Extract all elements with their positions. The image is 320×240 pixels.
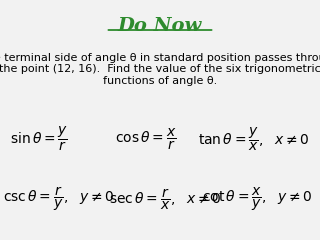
Text: Do Now: Do Now	[118, 17, 202, 35]
Text: $\sec\theta = \dfrac{r}{x},\ \ x \neq 0$: $\sec\theta = \dfrac{r}{x},\ \ x \neq 0$	[109, 186, 221, 212]
Text: $\cos\theta = \dfrac{x}{r}$: $\cos\theta = \dfrac{x}{r}$	[115, 126, 177, 152]
Text: $\sin\theta = \dfrac{y}{r}$: $\sin\theta = \dfrac{y}{r}$	[10, 125, 68, 153]
Text: $\cot\theta = \dfrac{x}{y},\ \ y \neq 0$: $\cot\theta = \dfrac{x}{y},\ \ y \neq 0$	[202, 186, 312, 213]
Text: The terminal side of angle θ in standard position passes through
the point (12, : The terminal side of angle θ in standard…	[0, 53, 320, 86]
Text: $\csc\theta = \dfrac{r}{y},\ \ y \neq 0$: $\csc\theta = \dfrac{r}{y},\ \ y \neq 0$	[3, 185, 115, 213]
Text: $\tan\theta = \dfrac{y}{x},\ \ x \neq 0$: $\tan\theta = \dfrac{y}{x},\ \ x \neq 0$	[198, 126, 310, 153]
